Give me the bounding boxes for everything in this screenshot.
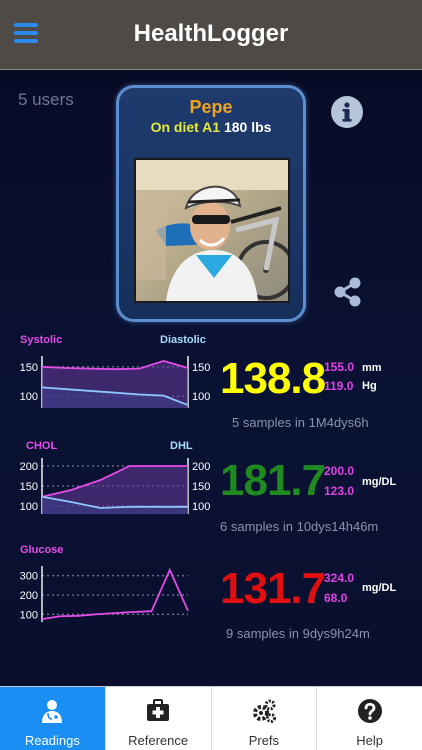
y-tick-label: 100 <box>20 391 38 403</box>
chol-high: 200.0 <box>324 464 355 478</box>
tab-readings[interactable]: Readings <box>0 687 106 750</box>
tab-help[interactable]: Help <box>317 687 422 750</box>
users-count[interactable]: 5 users <box>18 90 74 109</box>
cyclist-photo <box>136 160 288 301</box>
bp-low: 119.0 <box>324 379 354 393</box>
chol-value: 181.7 <box>220 456 326 505</box>
cholesterol-chart: 200 200 150 150 100 100 <box>20 458 210 514</box>
y-tick-label: 100 <box>192 391 210 403</box>
chol-label: CHOL <box>26 440 58 452</box>
series-area <box>42 496 188 514</box>
share-icon[interactable] <box>331 276 363 308</box>
series-area <box>42 466 188 514</box>
tab-label: Readings <box>24 733 80 748</box>
glucose-high: 324.0 <box>324 571 355 585</box>
bp-unit-hg: Hg <box>362 380 377 392</box>
profile-weight: 180 lbs <box>223 119 272 135</box>
series-line <box>41 495 188 509</box>
chol-samples: 6 samples in 10dys14h46m <box>220 519 379 534</box>
glucose-chart: 300 200 100 <box>20 566 189 622</box>
gears-icon <box>252 699 276 723</box>
dhl-label: DHL <box>170 440 193 452</box>
y-tick-label: 200 <box>20 590 38 602</box>
series-line <box>41 386 189 406</box>
glucose-samples: 9 samples in 9dys9h24m <box>226 626 370 641</box>
y-tick-label: 150 <box>20 362 38 374</box>
series-line <box>41 567 189 620</box>
doctor-icon <box>42 700 63 723</box>
chol-unit: mg/DL <box>362 476 397 488</box>
tab-prefs[interactable]: Prefs <box>212 687 318 750</box>
systolic-label: Systolic <box>20 334 63 346</box>
first-aid-kit-icon <box>147 699 170 721</box>
glucose-unit: mg/DL <box>362 582 397 594</box>
y-tick-label: 100 <box>20 609 38 621</box>
y-tick-label: 150 <box>192 481 210 493</box>
series-area <box>42 387 188 408</box>
tab-label: Reference <box>128 733 189 748</box>
hamburger-menu-icon[interactable] <box>14 23 38 43</box>
y-tick-label: 150 <box>192 362 210 374</box>
bp-value: 138.8 <box>220 354 326 403</box>
info-icon[interactable] <box>331 96 363 128</box>
glucose-value: 131.7 <box>220 564 326 613</box>
y-tick-label: 200 <box>192 461 210 473</box>
tab-label: Prefs <box>248 733 280 748</box>
bp-samples: 5 samples in 1M4dys6h <box>232 415 369 430</box>
bp-high: 155.0 <box>324 360 355 374</box>
tab-bar: Readings Reference Prefs Help <box>0 686 422 750</box>
profile-name: Pepe <box>189 97 233 117</box>
series-line <box>41 360 189 371</box>
y-tick-label: 150 <box>20 481 38 493</box>
readings-screen: 5 users Pepe On diet A1 180 lbs <box>0 70 422 686</box>
y-tick-label: 100 <box>192 501 210 513</box>
glucose-low: 68.0 <box>324 591 348 605</box>
profile-photo[interactable] <box>134 158 290 303</box>
profile-diet: On diet A1 <box>150 119 221 135</box>
app-title: HealthLogger <box>133 20 289 47</box>
app-header: HealthLogger <box>0 0 422 70</box>
chol-low: 123.0 <box>324 484 355 498</box>
profile-card[interactable]: Pepe On diet A1 180 lbs <box>116 85 306 322</box>
blood-pressure-chart: 150 150 100 100 <box>20 356 210 408</box>
diastolic-label: Diastolic <box>160 334 206 346</box>
bp-unit-mm: mm <box>362 362 382 374</box>
y-tick-label: 200 <box>20 461 38 473</box>
y-tick-label: 300 <box>20 571 38 583</box>
tab-label: Help <box>356 733 383 748</box>
glucose-label: Glucose <box>20 544 64 556</box>
question-icon <box>357 699 382 723</box>
y-tick-label: 100 <box>20 501 38 513</box>
profile-diet-line: On diet A1 180 lbs <box>119 119 303 135</box>
series-line <box>41 465 188 498</box>
tab-reference[interactable]: Reference <box>106 687 212 750</box>
